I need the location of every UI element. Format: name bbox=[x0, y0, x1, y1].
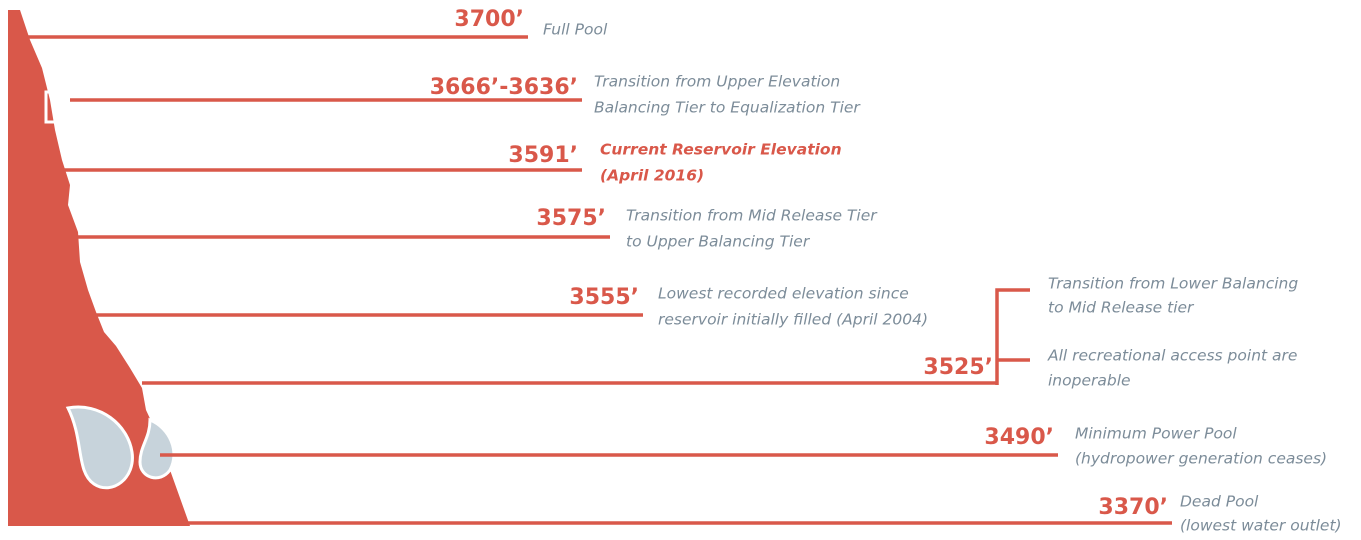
description: Current Reservoir Elevation bbox=[600, 141, 842, 159]
description: Minimum Power Pool bbox=[1075, 425, 1237, 443]
description: (hydropower generation ceases) bbox=[1075, 450, 1327, 468]
elevation-label: 3591’ bbox=[508, 143, 578, 168]
elevation-label: 3490’ bbox=[984, 425, 1054, 450]
description: Lowest recorded elevation since bbox=[658, 285, 909, 303]
description: Balancing Tier to Equalization Tier bbox=[594, 99, 861, 117]
description: (April 2016) bbox=[600, 167, 704, 185]
description: to Upper Balancing Tier bbox=[626, 233, 811, 251]
description: to Mid Release tier bbox=[1048, 299, 1195, 317]
elevation-label: 3700’ bbox=[454, 7, 524, 32]
description: Transition from Lower Balancing bbox=[1048, 275, 1298, 293]
elevation-label: 3525’ bbox=[923, 355, 993, 380]
elevation-label: 3575’ bbox=[536, 206, 606, 231]
description: inoperable bbox=[1048, 372, 1131, 390]
description: Dead Pool bbox=[1180, 493, 1259, 511]
description: Full Pool bbox=[543, 21, 608, 39]
elevation-label: 3370’ bbox=[1098, 495, 1168, 520]
elevation-label: 3666’-3636’ bbox=[430, 75, 578, 100]
diagram: 3700’ Full Pool 3666’-3636’ Transition from… bbox=[0, 0, 1361, 540]
description: All recreational access point are bbox=[1047, 347, 1297, 365]
bracket bbox=[997, 290, 1030, 385]
description: (lowest water outlet) bbox=[1180, 517, 1342, 535]
description: Transition from Mid Release Tier bbox=[626, 207, 878, 225]
elevation-label: 3555’ bbox=[569, 285, 639, 310]
description: reservoir initially filled (April 2004) bbox=[658, 311, 928, 329]
description: Transition from Upper Elevation bbox=[594, 73, 840, 91]
